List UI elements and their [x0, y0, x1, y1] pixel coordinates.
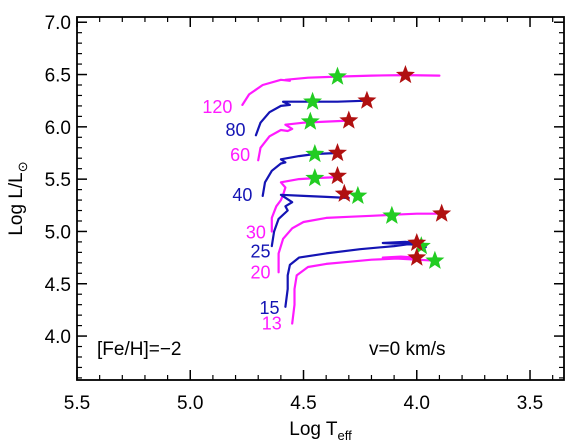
- plot-frame: [76, 16, 565, 381]
- track-15-line: [284, 240, 427, 308]
- y-tick-label: 6.0: [45, 118, 71, 139]
- track-120-green-star: [327, 66, 347, 85]
- track-30-line: [270, 176, 339, 233]
- track-60-red-star: [339, 110, 359, 129]
- x-tick-label: 5.5: [64, 393, 90, 414]
- track-13-green-star: [425, 250, 445, 269]
- y-tick-label: 4.0: [45, 327, 71, 348]
- track-30-label: 30: [246, 222, 266, 242]
- metallicity-annotation: [Fe/H]=−2: [97, 339, 182, 360]
- track-40-line: [261, 151, 339, 197]
- rotation-annotation: v=0 km/s: [369, 339, 446, 360]
- track-20-line: [277, 212, 441, 274]
- track-30-red-star: [327, 166, 347, 185]
- track-120-red-star: [395, 65, 415, 84]
- track-80-red-star: [357, 90, 377, 109]
- track-120-label: 120: [202, 97, 232, 117]
- track-25-red-star: [334, 183, 354, 202]
- x-axis-title: Log Teff: [289, 419, 352, 443]
- axes-layer: 5.5 5.0 4.5 4.0 3.5 4.0 4.5 5.0 5.5 6.0 6.5 7.0: [45, 13, 564, 414]
- track-13-line: [291, 255, 436, 325]
- track-13-red-star: [407, 247, 427, 266]
- y-tick-label: 5.5: [45, 170, 71, 191]
- x-tick-label: 5.0: [177, 393, 203, 414]
- track-60-green-star: [300, 111, 320, 130]
- track-80-label: 80: [226, 120, 246, 140]
- track-15-label: 15: [260, 298, 280, 318]
- tracks-layer: [241, 74, 441, 325]
- track-120-line: [241, 74, 441, 106]
- y-tick-label: 5.0: [45, 222, 71, 243]
- track-20-red-star: [432, 203, 452, 222]
- track-25-green-star: [348, 185, 368, 204]
- y-tick-label: 7.0: [45, 13, 71, 34]
- track-13-label: 13: [262, 314, 282, 334]
- track-40-label: 40: [232, 185, 252, 205]
- stars-layer: [300, 65, 452, 269]
- track-60-label: 60: [230, 145, 250, 165]
- y-tick-label: 4.5: [45, 275, 71, 296]
- x-tick-label: 4.0: [404, 393, 430, 414]
- y-axis-title: Log L/L⊙: [6, 161, 30, 235]
- track-80-green-star: [303, 91, 323, 110]
- track-80-line: [254, 99, 368, 137]
- track-15-green-star: [411, 236, 431, 255]
- track-40-green-star: [305, 144, 325, 163]
- x-tick-label: 3.5: [517, 393, 543, 414]
- track-25-line: [270, 193, 350, 248]
- track-20-label: 20: [250, 262, 270, 282]
- track-15-red-star: [407, 232, 427, 252]
- track-40-red-star: [327, 142, 347, 162]
- x-tick-label: 4.5: [290, 393, 316, 414]
- y-tick-label: 6.5: [45, 66, 71, 87]
- track-25-label: 25: [250, 241, 270, 261]
- track-20-green-star: [382, 205, 402, 224]
- track-30-green-star: [305, 168, 325, 187]
